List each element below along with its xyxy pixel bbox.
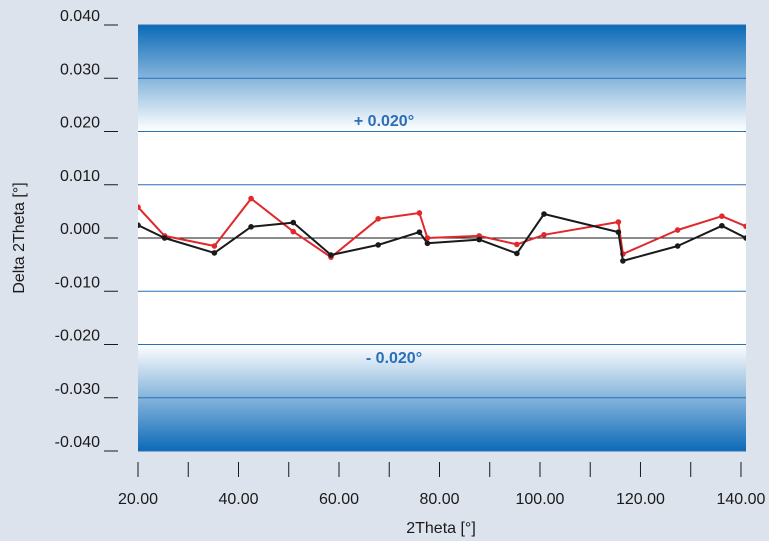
series-1-point (424, 235, 431, 241)
series-1-point (138, 204, 141, 210)
series-2-point (514, 250, 520, 257)
x-tick-label: 80.00 (419, 491, 459, 508)
series-1-point (416, 210, 423, 216)
series-2-point (424, 240, 431, 247)
y-tick-label: 0.020 (60, 115, 100, 132)
series-2-point (328, 252, 334, 258)
series-2-point (211, 250, 218, 256)
series-1-point (743, 223, 746, 230)
series-2-point (615, 229, 622, 235)
series-2-point (375, 242, 381, 248)
x-axis-title: 2Theta [°] (406, 520, 476, 537)
y-axis: -0.040 -0.030 -0.020 -0.010 0.000 0.010 0.020 0… (55, 8, 118, 452)
x-tick-label: 60.00 (319, 491, 359, 508)
y-tick-label: 0.030 (60, 61, 100, 78)
lower-band-label: - 0.020° (366, 350, 422, 367)
series-2-point (138, 222, 141, 229)
series-2-point (620, 258, 626, 264)
series-2-point (416, 229, 423, 235)
y-axis-title: Delta 2Theta [°] (11, 182, 28, 293)
series-2-point (476, 236, 482, 243)
plot-area (138, 24, 746, 452)
y-tick-label: 0.010 (60, 168, 100, 185)
series-1-point (615, 219, 622, 225)
series-1-point (541, 232, 547, 238)
series-2-point (541, 211, 547, 217)
x-tick-label: 100.00 (516, 491, 565, 508)
series-1-point (248, 195, 254, 202)
gridlines (138, 24, 746, 452)
upper-band-label: + 0.020° (354, 113, 414, 130)
y-tick-label: -0.020 (55, 328, 100, 345)
series-2-point (674, 243, 681, 249)
x-tick-label: 140.00 (717, 491, 766, 508)
x-tick-label: 120.00 (616, 491, 665, 508)
y-tick-label: -0.010 (55, 274, 100, 291)
series-2-point (743, 235, 746, 241)
x-axis: 20.00 40.00 60.00 80.00 100.00 120.00 140.00 (118, 462, 766, 508)
y-tick-label: -0.040 (55, 434, 100, 451)
series-2-point (290, 219, 297, 226)
series-1-point (674, 227, 681, 233)
series-1-point (290, 228, 297, 235)
series-layer (138, 195, 746, 264)
x-tick-label: 40.00 (218, 491, 258, 508)
series-2-point (719, 222, 725, 229)
x-tick-label: 20.00 (118, 491, 158, 508)
series-1-point (719, 213, 725, 219)
y-tick-label: 0.040 (60, 8, 100, 25)
y-tick-label: -0.030 (55, 381, 100, 398)
series-1-point (514, 241, 520, 248)
series-1-point (375, 216, 381, 222)
series-2-point (248, 224, 254, 230)
series-1-point (211, 243, 218, 249)
series-2-point (161, 235, 168, 241)
y-tick-label: 0.000 (60, 221, 100, 238)
